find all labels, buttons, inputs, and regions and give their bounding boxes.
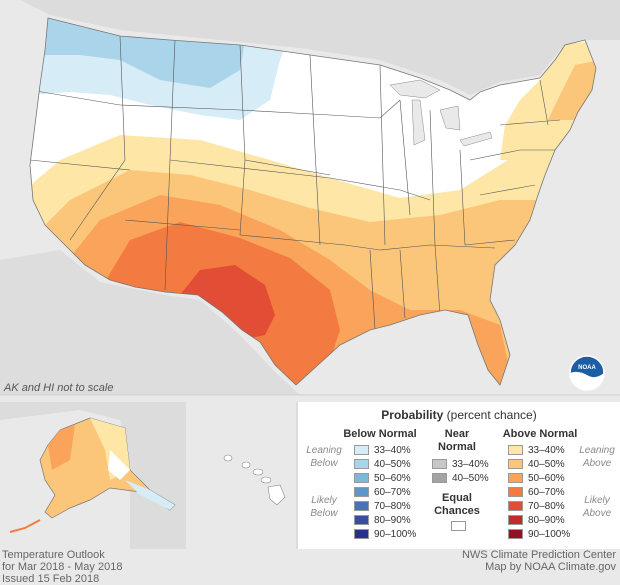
below-label-0: 33–40% [374,445,411,456]
below-swatch-4 [354,501,369,511]
above-label-3: 60–70% [528,487,565,498]
above-label-6: 90–100% [528,529,571,540]
below-label-5: 80–90% [374,515,411,526]
below-label-4: 70–80% [374,501,411,512]
outlook-title: Temperature Outlook [2,549,105,561]
above-label-2: 50–60% [528,473,565,484]
near-swatch-0 [432,459,447,469]
footer-right: NWS Climate Prediction Center Map by NOA… [462,549,616,573]
above-swatch-3 [508,487,523,497]
above-label-5: 80–90% [528,515,565,526]
below-label-6: 90–100% [374,529,417,540]
lake-superior [389,79,441,99]
alaska-land [39,417,176,519]
likely-below-label: Likely Below [310,495,338,519]
below-swatch-3 [354,487,369,497]
state-borders [30,35,561,331]
above-swatch-5 [508,515,523,525]
below-swatch-5 [354,515,369,525]
below-label-3: 60–70% [374,487,411,498]
equal-chances-swatch [451,521,466,531]
below-swatch-6 [354,529,369,539]
near-label-1: 40–50% [452,473,489,484]
canada-region [0,0,620,95]
scale-note: AK and HI not to scale [4,382,114,394]
above-swatch-1 [508,459,523,469]
below-swatch-2 [354,473,369,483]
below-swatch-1 [354,459,369,469]
probability-legend: Probability (percent chance) Below Norma… [298,402,620,549]
credit-cpc: NWS Climate Prediction Center [461,549,616,561]
canada-inset [0,402,184,549]
mexico-region [0,250,300,395]
lake-huron [439,105,461,131]
near-normal-header: Near Normal [438,428,476,453]
issue-date: Issued 15 Feb 2018 [2,573,100,585]
likely-above-label: Likely Above [582,495,612,519]
above-normal-header: Above Normal [502,428,578,440]
above-swatch-0 [508,445,523,455]
footer-left: Temperature Outlook for Mar 2018 - May 2… [2,549,122,585]
hawaii-islands [223,454,286,506]
outlook-period: for Mar 2018 - May 2018 [2,561,123,573]
below-label-2: 50–60% [374,473,411,484]
above-40-50-northeast-zone [548,60,596,120]
lake-michigan [411,99,426,146]
leaning-above-label: Leaning Above [579,445,615,469]
equal-chances-header: Equal Chances [434,492,480,517]
leaning-below-label: Leaning Below [306,445,342,469]
above-label-1: 40–50% [528,459,565,470]
noaa-logo-text: NOAA [578,365,596,371]
above-label-4: 70–80% [528,501,565,512]
credit-climate-gov: Map by NOAA Climate.gov [485,561,616,573]
above-swatch-4 [508,501,523,511]
noaa-logo-icon: NOAA [569,355,605,391]
below-label-1: 40–50% [374,459,411,470]
above-swatch-6 [508,529,523,539]
below-normal-header: Below Normal [343,428,417,440]
above-swatch-2 [508,473,523,483]
above-70-80-zone [180,265,275,340]
below-swatch-0 [354,445,369,455]
legend-title: Probability (percent chance) [381,408,537,422]
near-label-0: 33–40% [452,459,489,470]
above-label-0: 33–40% [528,445,565,456]
lake-erie [459,131,493,147]
near-swatch-1 [432,473,447,483]
